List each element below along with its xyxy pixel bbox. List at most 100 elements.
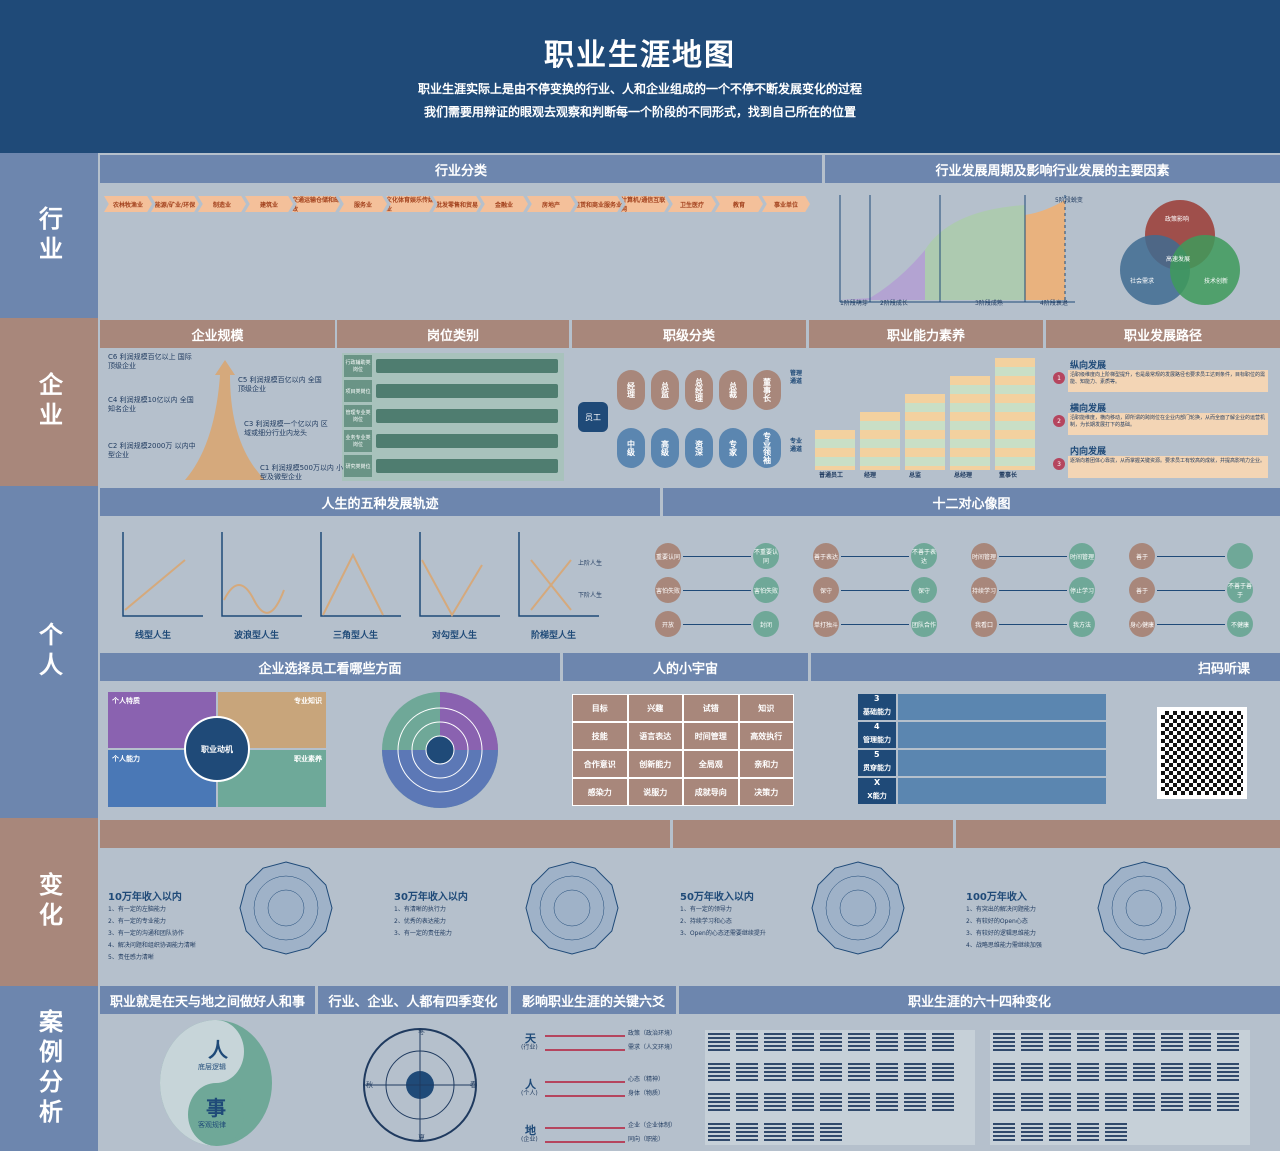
cosmos-item: 说服力: [627, 778, 683, 806]
scale-pyramid-icon: [185, 360, 265, 480]
income-level-item: 2、优秀的表达能力: [394, 918, 446, 925]
ability-tier: X能力: [858, 778, 896, 804]
hexagram-icon: [708, 1033, 730, 1053]
income-level-item: 3、Open的心态还需要继续提升: [680, 930, 766, 937]
mind-pair-left: 害怕失败: [655, 577, 681, 603]
income-level-title: 100万年收入: [966, 892, 1027, 903]
enterprise-title: 岗位类别: [337, 320, 569, 348]
venn-core: 高速发展: [1166, 256, 1191, 263]
track-label: 线型人生: [135, 631, 172, 641]
yao-line: [545, 1141, 625, 1143]
industry-category: 能源/矿业/环保: [151, 196, 199, 212]
radar-chart: [1094, 858, 1194, 958]
pro-grade: 中级: [617, 428, 645, 468]
hexagram-icon: [1021, 1033, 1043, 1053]
employee-node: 员工: [578, 402, 608, 432]
hexagram-icon: [1077, 1123, 1099, 1143]
yao-b: 需求（人文环境）: [628, 1044, 677, 1051]
mgmt-grade: 经理: [617, 370, 645, 410]
ability-level-label: 总经理: [954, 472, 973, 480]
ability-tier: 贯穿能力: [858, 750, 896, 776]
income-level-item: 5、责任感力清晰: [108, 954, 154, 961]
industry-category: 卫生医疗: [668, 196, 716, 212]
change-band-1: [100, 820, 670, 848]
mind-pair-left: 重要认同: [655, 543, 681, 569]
ability-tier: 基础能力: [858, 694, 896, 720]
mind-pair-right: 时间管理: [1069, 543, 1095, 569]
hexagram-icon: [876, 1093, 898, 1113]
industry-title: 行业分类: [100, 155, 822, 183]
cycle-stage-label: 2阶段成长: [880, 300, 908, 307]
income-level-item: 1、有一定的领导力: [680, 906, 732, 913]
radar-chart: [236, 858, 336, 958]
income-level-item: 3、有较好的逻辑思维能力: [966, 930, 1036, 937]
track-label: 对勾型人生: [432, 631, 478, 641]
season-spring: 春: [470, 1081, 477, 1089]
mind-pair-left: 善于表达: [813, 543, 839, 569]
hexagram-icon: [708, 1123, 730, 1143]
hexagram-icon: [848, 1033, 870, 1053]
track-label: 阶梯型人生: [531, 631, 577, 641]
industry-category: 制造业: [198, 196, 246, 212]
cosmos-item: 感染力: [572, 778, 628, 806]
row-label-enterprise: 企业: [0, 318, 98, 486]
yao-key: 人: [525, 1078, 536, 1091]
post-desc-bar: [376, 384, 558, 398]
hexagram-icon: [820, 1093, 842, 1113]
case-title-3: 影响职业生涯的关键六爻: [511, 986, 676, 1014]
mind-pair-right: [1227, 543, 1253, 569]
hexagram-icon: [764, 1123, 786, 1143]
ability-tier-num: 4: [874, 722, 880, 731]
industry-category: 建筑业: [245, 196, 293, 212]
cosmos-item: 合作意识: [572, 750, 628, 778]
hexagram-icon: [1049, 1033, 1071, 1053]
cosmos-item: 时间管理: [683, 722, 739, 750]
mind-pair-right: 不善于表达: [911, 543, 937, 569]
track-chart: [313, 530, 403, 620]
qr-title: 扫码听课: [811, 653, 1280, 681]
cosmos-item: 决策力: [738, 778, 794, 806]
track-chart: [412, 530, 502, 620]
industry-category: 文化体育娱乐传媒业: [386, 196, 435, 213]
mind-pair-left: 保守: [813, 577, 839, 603]
ability-tier: 管理能力: [858, 722, 896, 748]
ability-column: [950, 376, 990, 470]
hexagram-icon: [1133, 1093, 1155, 1113]
venn-demand: 社会需求: [1130, 278, 1155, 285]
hexagram-icon: [1161, 1033, 1183, 1053]
season-winter: 冬: [418, 1028, 425, 1036]
hexagram-icon: [764, 1063, 786, 1083]
cosmos-title: 人的小宇宙: [563, 653, 808, 681]
cosmos-item: 目标: [572, 694, 628, 722]
shi-char: 事: [206, 1096, 226, 1120]
income-level-item: 3、有一定的沟通和团队协作: [108, 930, 184, 937]
factors-venn: 政策影响 社会需求 技术创新 高速发展: [1120, 200, 1250, 310]
yao-a: 企业（企业体制）: [628, 1122, 677, 1129]
scale-level: C3 利润规模一个亿以内 区域或细分行业内龙头: [244, 420, 328, 438]
mind-pair-right: 害怕失败: [753, 577, 779, 603]
ability-column: [995, 358, 1035, 470]
mgmt-grade: 董事长: [753, 370, 781, 410]
row-label-industry: 行业: [0, 153, 98, 318]
industry-category: 租赁和商业服务业: [574, 196, 622, 212]
mind-pair-right: 停止学习: [1069, 577, 1095, 603]
season-summer: 夏: [418, 1134, 425, 1142]
hexagram-icon: [764, 1093, 786, 1113]
hexagram-icon: [736, 1123, 758, 1143]
hexagram-icon: [1189, 1093, 1211, 1113]
mind-pair-right: 我方法: [1069, 611, 1095, 637]
yao-line: [545, 1127, 625, 1129]
qr-code[interactable]: [1157, 707, 1247, 799]
mind-pair-line: [683, 624, 751, 625]
ability-level-label: 董事长: [999, 472, 1018, 480]
ability-desc-bar: [898, 722, 1106, 748]
hexagram-icon: [820, 1063, 842, 1083]
yao-sub: (企业): [521, 1136, 538, 1143]
gua-grid-1: [705, 1030, 975, 1145]
mind-pair-left: 我看口: [971, 611, 997, 637]
season-autumn: 秋: [366, 1081, 373, 1089]
mind-pair-right: 不健康: [1227, 611, 1253, 637]
industry-category: 批发零售和贸易: [433, 196, 481, 212]
path-number-icon: 1: [1053, 372, 1065, 384]
enterprise-title: 职业能力素养: [809, 320, 1043, 348]
